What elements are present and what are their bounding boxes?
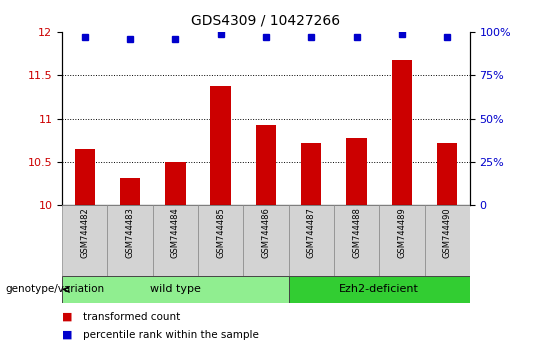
Bar bbox=[153, 205, 198, 276]
Bar bbox=[392, 61, 412, 205]
Bar bbox=[379, 205, 424, 276]
Bar bbox=[165, 162, 186, 205]
Bar bbox=[107, 205, 153, 276]
Text: genotype/variation: genotype/variation bbox=[5, 284, 105, 295]
Bar bbox=[288, 276, 470, 303]
Text: ■: ■ bbox=[62, 330, 72, 339]
Bar bbox=[288, 205, 334, 276]
Bar bbox=[244, 205, 288, 276]
Bar bbox=[334, 205, 379, 276]
Bar bbox=[437, 143, 457, 205]
Text: transformed count: transformed count bbox=[83, 312, 180, 322]
Bar bbox=[62, 205, 107, 276]
Title: GDS4309 / 10427266: GDS4309 / 10427266 bbox=[191, 14, 341, 28]
Bar bbox=[424, 205, 470, 276]
Bar bbox=[346, 138, 367, 205]
Bar bbox=[256, 125, 276, 205]
Bar bbox=[75, 149, 95, 205]
Text: GSM744489: GSM744489 bbox=[397, 207, 406, 258]
Bar bbox=[62, 276, 288, 303]
Text: GSM744486: GSM744486 bbox=[261, 207, 271, 258]
Text: GSM744487: GSM744487 bbox=[307, 207, 316, 258]
Text: Ezh2-deficient: Ezh2-deficient bbox=[339, 284, 419, 295]
Text: ■: ■ bbox=[62, 312, 72, 322]
Bar bbox=[211, 86, 231, 205]
Text: GSM744488: GSM744488 bbox=[352, 207, 361, 258]
Text: wild type: wild type bbox=[150, 284, 201, 295]
Text: GSM744490: GSM744490 bbox=[443, 207, 451, 258]
Text: GSM744484: GSM744484 bbox=[171, 207, 180, 258]
Text: GSM744485: GSM744485 bbox=[216, 207, 225, 258]
Bar bbox=[120, 178, 140, 205]
Text: GSM744483: GSM744483 bbox=[126, 207, 134, 258]
Text: GSM744482: GSM744482 bbox=[80, 207, 89, 258]
Bar bbox=[301, 143, 321, 205]
Bar bbox=[198, 205, 244, 276]
Text: percentile rank within the sample: percentile rank within the sample bbox=[83, 330, 259, 339]
